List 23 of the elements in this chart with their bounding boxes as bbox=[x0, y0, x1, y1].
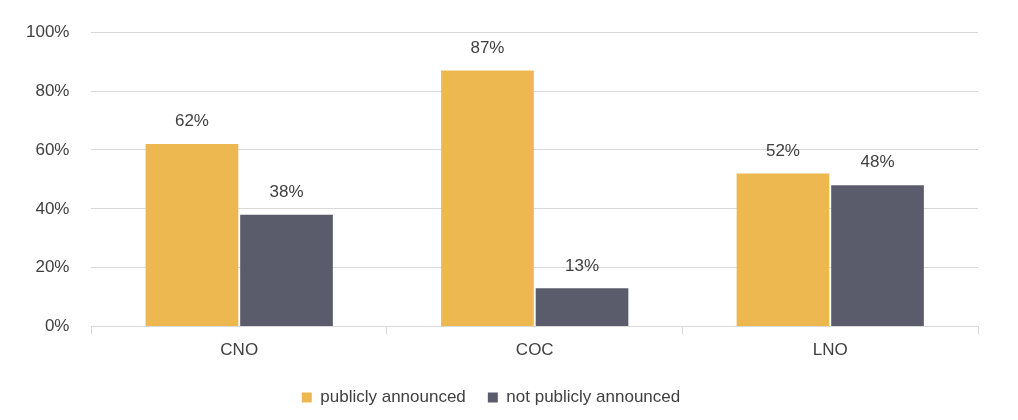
legend-label: not publicly announced bbox=[506, 387, 681, 407]
y-tick-label: 40% bbox=[35, 198, 70, 218]
y-tick-label: 20% bbox=[35, 257, 70, 277]
bar bbox=[240, 214, 333, 327]
y-tick-label: 0% bbox=[44, 316, 70, 336]
bar bbox=[441, 70, 534, 327]
data-label: 13% bbox=[565, 255, 600, 275]
bar bbox=[736, 173, 830, 327]
y-tick-label: 80% bbox=[35, 80, 70, 100]
data-label: 38% bbox=[269, 181, 304, 201]
bar bbox=[831, 185, 924, 327]
data-label: 87% bbox=[470, 37, 505, 57]
data-label: 48% bbox=[860, 152, 895, 172]
x-tick-label: COC bbox=[515, 340, 554, 360]
bar bbox=[145, 144, 239, 327]
y-tick-label: 60% bbox=[35, 139, 70, 159]
x-tick-label: LNO bbox=[812, 340, 848, 360]
bar bbox=[535, 288, 629, 327]
x-tick-label: CNO bbox=[220, 340, 259, 360]
y-tick-label: 100% bbox=[26, 21, 70, 41]
data-label: 52% bbox=[765, 140, 800, 160]
data-label: 62% bbox=[174, 111, 209, 131]
legend-label: publicly announced bbox=[320, 387, 466, 407]
